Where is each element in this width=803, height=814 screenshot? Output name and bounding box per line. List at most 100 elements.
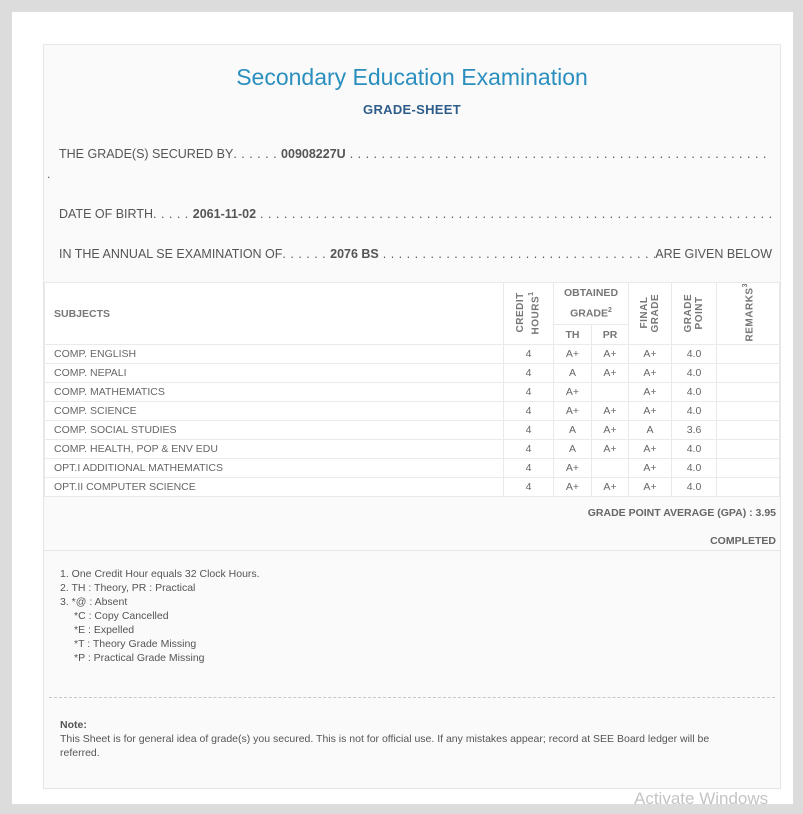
header-subjects: SUBJECTS — [44, 281, 504, 346]
cell-final: A+ — [628, 382, 672, 403]
cell-remarks — [716, 382, 780, 403]
cell-subject: COMP. HEALTH, POP & ENV EDU — [44, 439, 504, 460]
cell-subject: COMP. ENGLISH — [44, 344, 504, 365]
exam-label: IN THE ANNUAL SE EXAMINATION OF — [59, 247, 283, 261]
cell-pr: A+ — [591, 477, 629, 498]
header-remarks: REMARKS3 — [716, 281, 780, 346]
dot-leader — [350, 147, 772, 161]
table-row: OPT.I ADDITIONAL MATHEMATICS 4 A+ A+ 4.0 — [44, 458, 780, 479]
cell-th: A — [553, 439, 592, 460]
cell-gp: 4.0 — [671, 477, 717, 498]
cell-credit: 4 — [503, 382, 554, 403]
cell-th: A+ — [553, 401, 592, 422]
header-th: TH — [553, 323, 592, 346]
gpa-summary: GRADE POINT AVERAGE (GPA) : 3.95 — [587, 507, 776, 519]
cell-remarks — [716, 439, 780, 460]
cell-subject: COMP. NEPALI — [44, 363, 504, 384]
table-row: COMP. SOCIAL STUDIES 4 A A+ A 3.6 — [44, 420, 780, 441]
footnote: 1. One Credit Hour equals 32 Clock Hours… — [60, 568, 260, 580]
footnote: 2. TH : Theory, PR : Practical — [60, 582, 196, 594]
dot-leader — [383, 247, 656, 261]
table-row: COMP. ENGLISH 4 A+ A+ A+ 4.0 — [44, 344, 780, 365]
dot-leader — [233, 147, 277, 161]
cell-final: A+ — [628, 458, 672, 479]
cell-gp: 4.0 — [671, 382, 717, 403]
cell-subject: COMP. MATHEMATICS — [44, 382, 504, 403]
dot-leader — [260, 207, 772, 221]
cell-gp: 4.0 — [671, 401, 717, 422]
footnotes: 1. One Credit Hour equals 32 Clock Hours… — [60, 567, 260, 665]
cell-remarks — [716, 401, 780, 422]
header-credit-hours: CREDIT HOURS1 — [503, 281, 554, 346]
cell-th: A — [553, 420, 592, 441]
divider — [44, 550, 780, 551]
cell-pr: A+ — [591, 401, 629, 422]
grade-sheet-panel: Secondary Education Examination GRADE-SH… — [43, 44, 781, 789]
note-title: Note: — [60, 719, 87, 731]
exam-line: IN THE ANNUAL SE EXAMINATION OF 2076 BS … — [59, 247, 772, 261]
cell-credit: 4 — [503, 401, 554, 422]
stray-dot: . — [47, 167, 51, 181]
cell-pr: A+ — [591, 439, 629, 460]
cell-pr — [591, 382, 629, 403]
exam-suffix: ARE GIVEN BELOW — [655, 247, 772, 261]
activate-windows-watermark: Activate Windows — [634, 789, 769, 808]
grades-table: SUBJECTS CREDIT HOURS1 OBTAINED GRADE2 F… — [44, 281, 780, 498]
secured-by-line: THE GRADE(S) SECURED BY 00908227U — [59, 147, 772, 161]
cell-pr — [591, 458, 629, 479]
cell-remarks — [716, 420, 780, 441]
footnote: 3. *@ : Absent — [60, 596, 128, 608]
cell-gp: 4.0 — [671, 344, 717, 365]
table-row: COMP. MATHEMATICS 4 A+ A+ 4.0 — [44, 382, 780, 403]
cell-subject: OPT.II COMPUTER SCIENCE — [44, 477, 504, 498]
cell-remarks — [716, 344, 780, 365]
cell-pr: A+ — [591, 363, 629, 384]
cell-th: A+ — [553, 344, 592, 365]
cell-remarks — [716, 363, 780, 384]
cell-credit: 4 — [503, 477, 554, 498]
cell-credit: 4 — [503, 458, 554, 479]
cell-remarks — [716, 477, 780, 498]
table-row: COMP. SCIENCE 4 A+ A+ A+ 4.0 — [44, 401, 780, 422]
table-row: COMP. HEALTH, POP & ENV EDU 4 A A+ A+ 4.0 — [44, 439, 780, 460]
header-final-grade: FINAL GRADE — [628, 281, 672, 346]
dot-leader — [153, 207, 189, 221]
dob-label: DATE OF BIRTH — [59, 207, 153, 221]
exam-year: 2076 BS — [330, 247, 379, 261]
cell-credit: 4 — [503, 420, 554, 441]
cell-gp: 4.0 — [671, 439, 717, 460]
cell-pr: A+ — [591, 344, 629, 365]
cell-gp: 4.0 — [671, 458, 717, 479]
footnote: *T : Theory Grade Missing — [74, 638, 197, 650]
cell-final: A+ — [628, 363, 672, 384]
header-obtained-grade: OBTAINED GRADE2 — [553, 282, 629, 325]
dot-leader — [282, 247, 326, 261]
cell-credit: 4 — [503, 439, 554, 460]
cell-th: A+ — [553, 458, 592, 479]
cell-final: A+ — [628, 477, 672, 498]
cell-final: A — [628, 420, 672, 441]
cell-subject: COMP. SOCIAL STUDIES — [44, 420, 504, 441]
secured-by-label: THE GRADE(S) SECURED BY — [59, 147, 234, 161]
note-text: This Sheet is for general idea of grade(… — [60, 733, 710, 759]
cell-final: A+ — [628, 401, 672, 422]
page-subtitle: GRADE-SHEET — [363, 102, 461, 117]
header-grade-point: GRADE POINT — [671, 281, 717, 346]
table-row: COMP. NEPALI 4 A A+ A+ 4.0 — [44, 363, 780, 384]
result-status: COMPLETED — [710, 535, 776, 547]
symbol-number: 00908227U — [281, 147, 346, 161]
cell-gp: 4.0 — [671, 363, 717, 384]
dob-line: DATE OF BIRTH 2061-11-02 — [59, 207, 772, 221]
cell-subject: OPT.I ADDITIONAL MATHEMATICS — [44, 458, 504, 479]
cell-credit: 4 — [503, 363, 554, 384]
cell-th: A+ — [553, 382, 592, 403]
table-row: OPT.II COMPUTER SCIENCE 4 A+ A+ A+ 4.0 — [44, 477, 780, 498]
footnote: *C : Copy Cancelled — [74, 610, 169, 622]
cell-final: A+ — [628, 439, 672, 460]
dashed-divider — [49, 697, 775, 698]
header-pr: PR — [591, 323, 629, 346]
cell-pr: A+ — [591, 420, 629, 441]
disclaimer-note: Note: This Sheet is for general idea of … — [60, 718, 750, 760]
cell-remarks — [716, 458, 780, 479]
